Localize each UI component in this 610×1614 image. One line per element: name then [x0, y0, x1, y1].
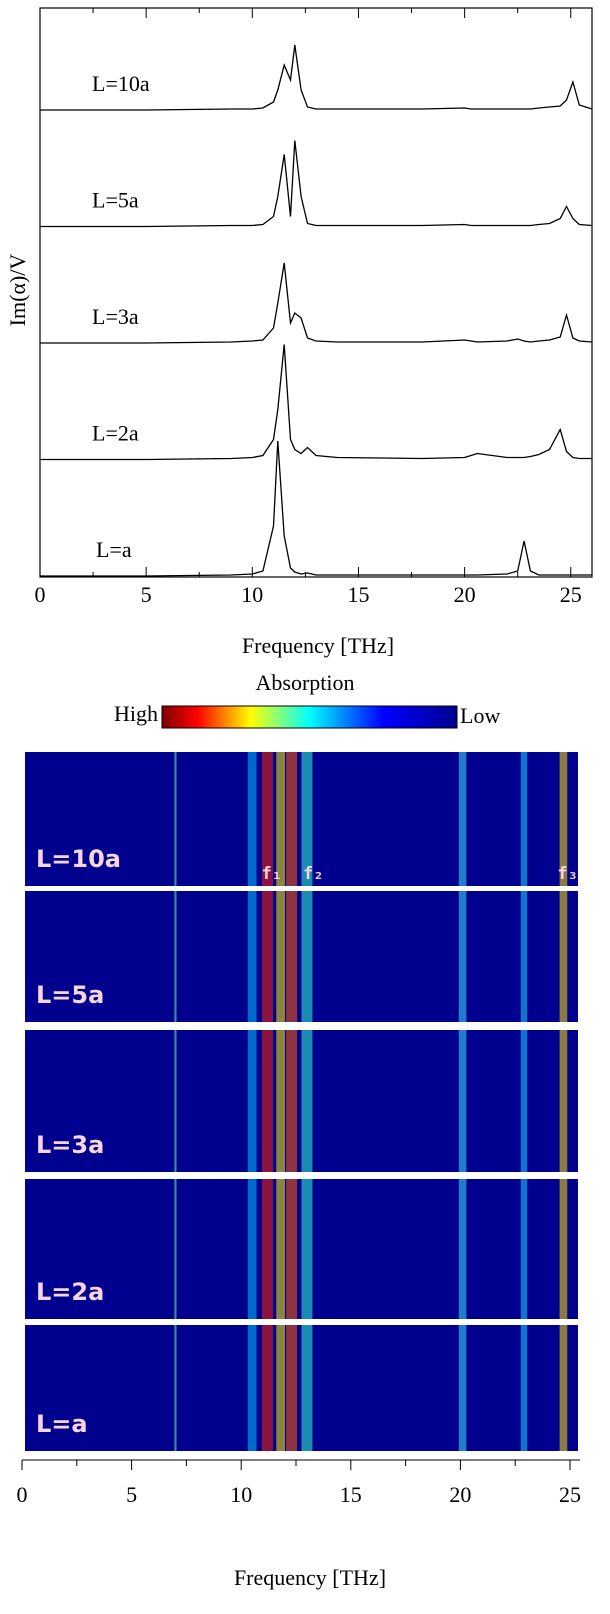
legend-label: L=5a [92, 188, 139, 213]
heatmap-band [520, 1179, 528, 1319]
heatmap-band [247, 752, 257, 886]
heatmap-band [559, 1325, 568, 1451]
heatmap-band [286, 752, 298, 886]
panel-label: L=3a [36, 1131, 104, 1159]
heatmap-band [174, 1325, 177, 1451]
colorbar [161, 705, 458, 729]
spectrum-line [40, 44, 593, 111]
x-tick-label: 5 [126, 1482, 137, 1507]
x-tick-label: 0 [17, 1482, 28, 1507]
heatmap-band [247, 1179, 257, 1319]
x-tick-label: 15 [347, 582, 369, 607]
panel-label: L=5a [36, 981, 104, 1009]
heatmap-band [262, 1179, 273, 1319]
y-axis-label: Im(α)/V [5, 254, 30, 327]
heatmap-band [262, 1325, 273, 1451]
heatmap-band [458, 1030, 467, 1172]
heatmap-band [520, 891, 528, 1022]
heatmap-band [559, 752, 568, 886]
x-tick-label: 20 [449, 1482, 471, 1507]
heatmap-band [301, 1179, 313, 1319]
plot-frame [39, 7, 593, 578]
x-tick-label: 10 [241, 582, 263, 607]
heatmap-band [174, 1030, 177, 1172]
heatmap-band [276, 1179, 286, 1319]
x-tick-label: 25 [559, 1482, 581, 1507]
spectrum-line [40, 344, 592, 461]
heatmap-band [559, 891, 568, 1022]
heatmap-band [276, 1030, 286, 1172]
x-tick-label: 20 [454, 582, 476, 607]
heatmap-band [301, 1325, 313, 1451]
colorbar-low: Low [460, 703, 500, 728]
x-axis-label: Frequency [THz] [242, 633, 394, 658]
x-axis-label: Frequency [THz] [234, 1565, 386, 1590]
heatmap-band [458, 1179, 467, 1319]
heatmap-band [458, 1325, 467, 1451]
x-tick-label: 0 [35, 582, 46, 607]
heatmap-band [262, 891, 273, 1022]
x-tick-label: 15 [340, 1482, 362, 1507]
peak-label: f₁ [262, 864, 282, 884]
panel-label: L=10a [36, 845, 121, 873]
spectrum-line [40, 140, 593, 228]
heatmap-band [286, 1030, 298, 1172]
heatmap-band [286, 1179, 298, 1319]
colorbar-title: Absorption [256, 670, 355, 695]
x-tick-label: 10 [230, 1482, 252, 1507]
x-tick-label: 25 [560, 582, 582, 607]
heatmap-band [301, 1030, 313, 1172]
heatmap-band [520, 752, 528, 886]
heatmap-band [301, 891, 313, 1022]
heatmap-band [559, 1179, 568, 1319]
spectrum-line [40, 262, 593, 344]
colorbar-high: High [114, 701, 158, 726]
legend-label: L=3a [92, 304, 139, 329]
peak-label: f₂ [303, 864, 323, 884]
heatmap-band [174, 752, 177, 886]
peak-label: f₃ [557, 864, 577, 884]
heatmap-band [247, 1325, 257, 1451]
heatmap-band [262, 752, 273, 886]
heatmap-band [301, 752, 313, 886]
legend-label: L=2a [92, 421, 139, 446]
panel-label: L=a [36, 1410, 88, 1438]
heatmap-band [174, 891, 177, 1022]
heatmap-band [276, 1325, 286, 1451]
heatmap-band [286, 891, 298, 1022]
heatmap-band [520, 1325, 528, 1451]
spectrum-line [40, 440, 592, 577]
heatmap-band [520, 1030, 528, 1172]
heatmap-band [262, 1030, 273, 1172]
heatmap-band [247, 1030, 257, 1172]
heatmap-band [276, 891, 286, 1022]
heatmap-band [458, 891, 467, 1022]
x-tick-label: 5 [141, 582, 152, 607]
heatmap-band [458, 752, 467, 886]
heatmap-band [559, 1030, 568, 1172]
heatmap-band [286, 1325, 298, 1451]
panel-label: L=2a [36, 1278, 104, 1306]
heatmap-band [276, 752, 286, 886]
heatmap-band [174, 1179, 177, 1319]
heatmap-band [247, 891, 257, 1022]
legend-label: L=a [96, 537, 132, 562]
legend-label: L=10a [92, 71, 150, 96]
